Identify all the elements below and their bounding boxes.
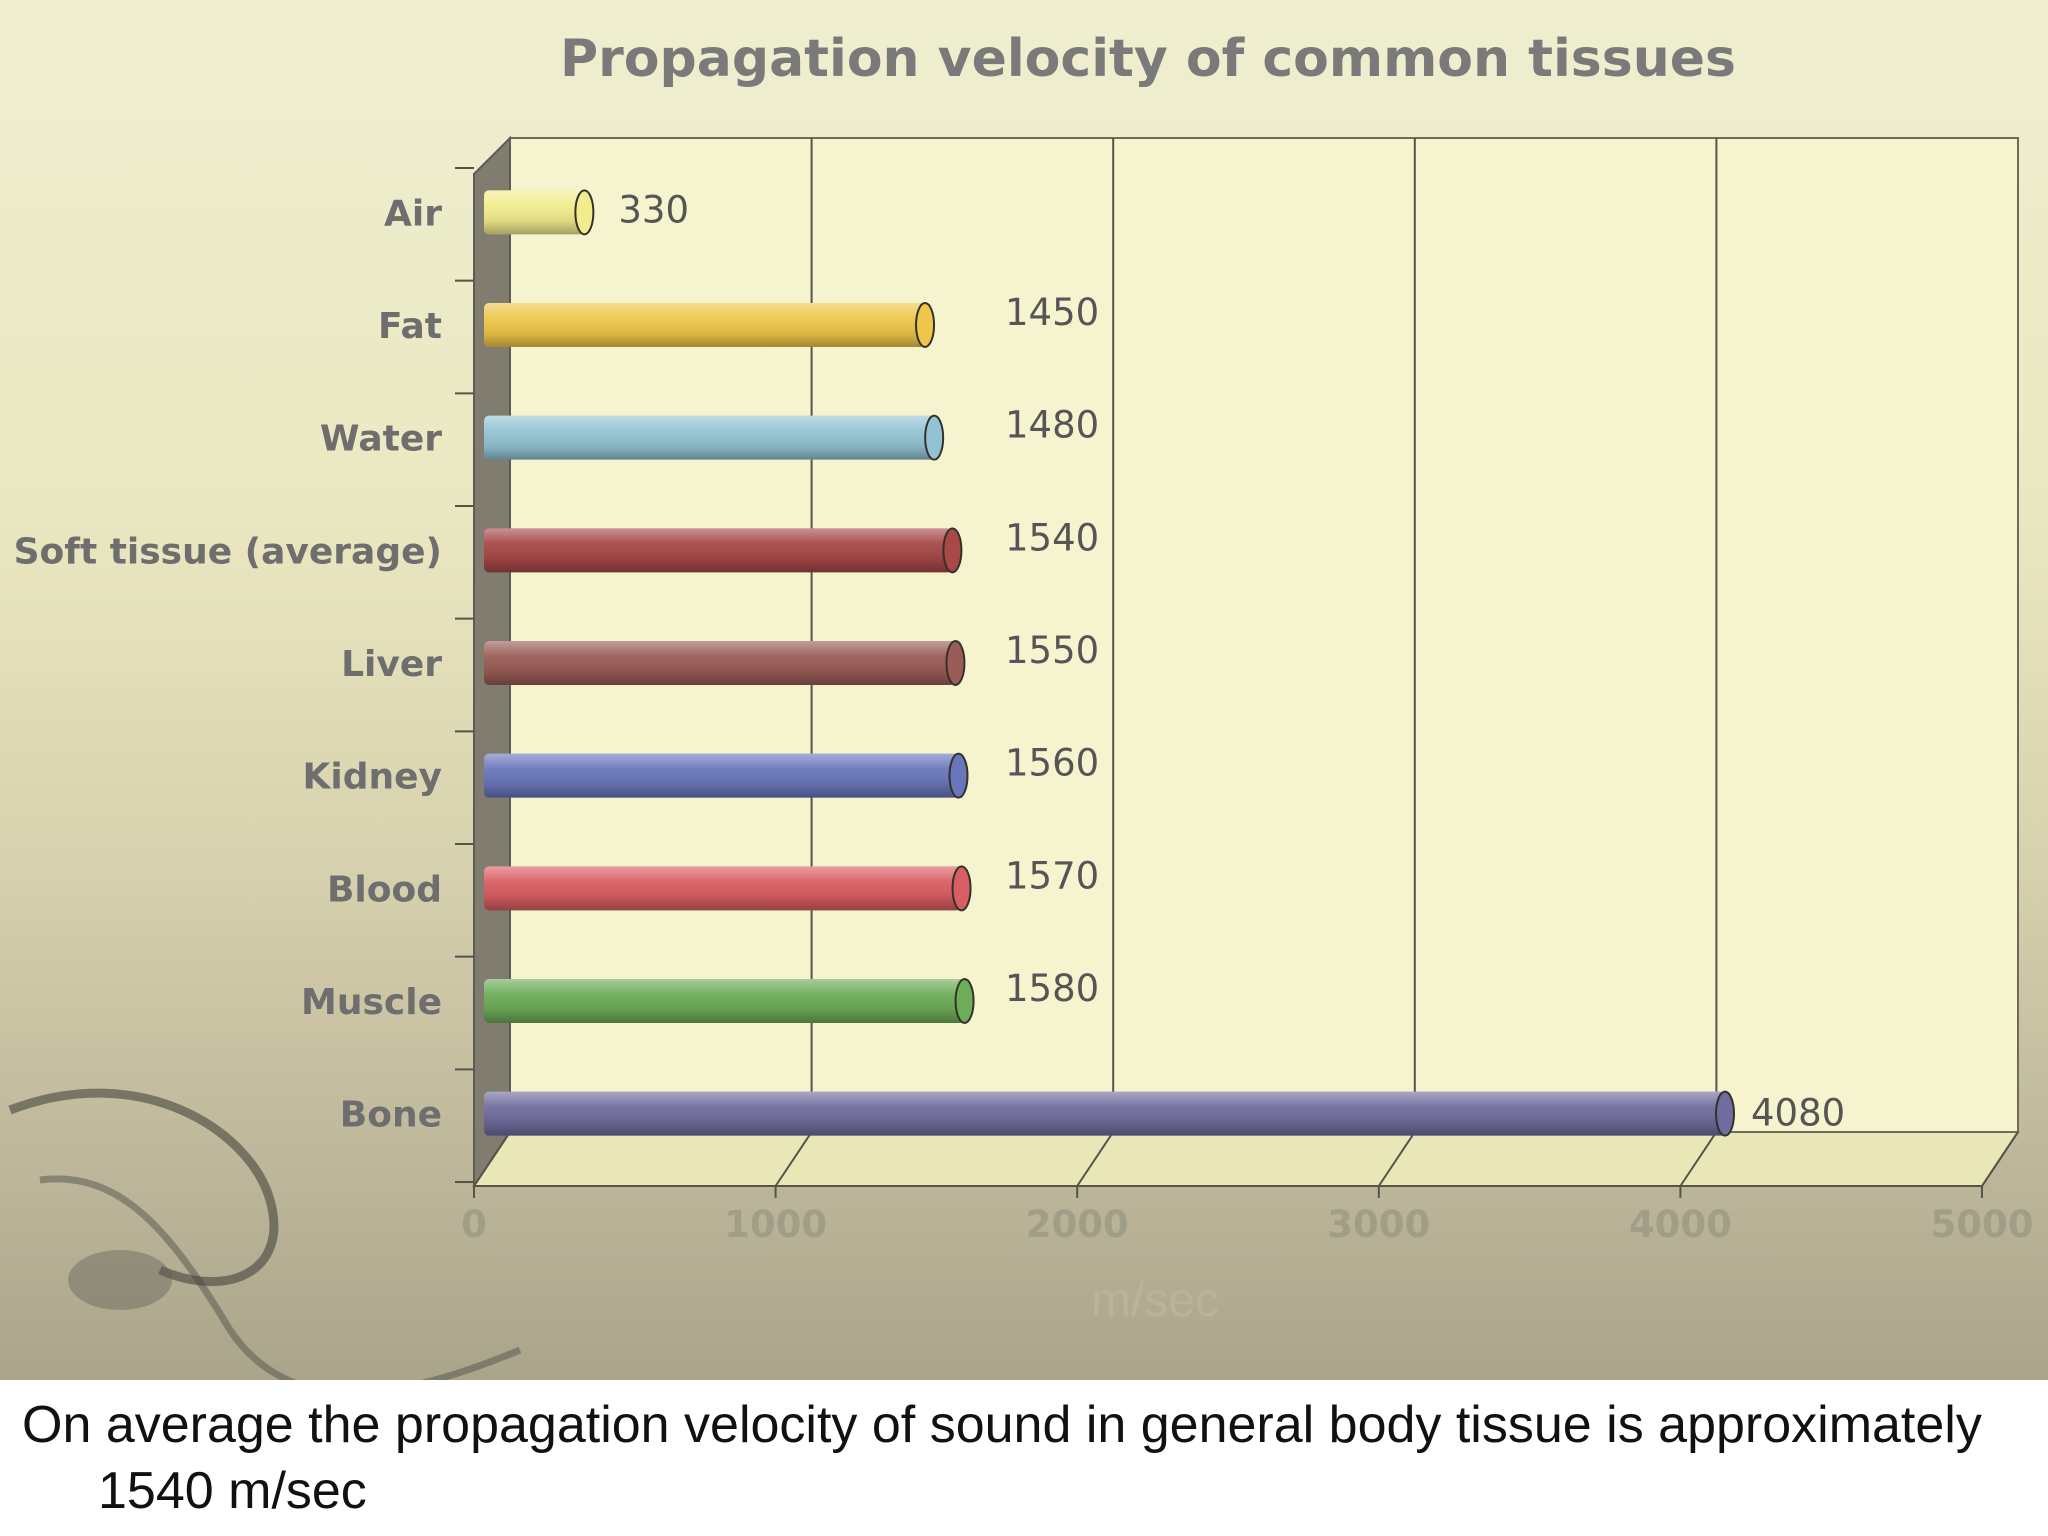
category-label: Bone [340, 1095, 442, 1136]
value-label: 1550 [1005, 629, 1099, 672]
bar-end-cap [954, 978, 975, 1024]
stethoscope-chestpiece [68, 1250, 172, 1310]
x-tick-label: 0 [461, 1203, 487, 1246]
value-label: 4080 [1751, 1092, 1845, 1135]
plot-floor [472, 1131, 2020, 1187]
floor-gridline [774, 1131, 813, 1187]
category-label: Muscle [301, 982, 442, 1023]
floor-gridline [1076, 1131, 1115, 1187]
bar-end-cap [924, 414, 945, 461]
value-label: 1540 [1005, 516, 1099, 559]
bar-shading [484, 641, 956, 685]
value-label: 1450 [1005, 291, 1099, 334]
bar-shading [484, 190, 585, 235]
stethoscope-tube [39, 1175, 522, 1380]
caption-area [0, 1380, 2048, 1536]
category-label: Water [320, 419, 442, 460]
floor-gridline [1679, 1131, 1718, 1187]
bar-shading [484, 528, 953, 573]
category-label: Liver [341, 644, 442, 685]
x-tick-label: 1000 [724, 1203, 827, 1246]
category-label: Soft tissue (average) [14, 531, 442, 572]
floor-gridline [473, 1131, 511, 1187]
bar-shading [484, 866, 962, 911]
category-label: Fat [378, 306, 442, 347]
value-label: 1570 [1005, 854, 1099, 897]
bar-shading [484, 979, 965, 1023]
x-tick-label: 2000 [1026, 1203, 1129, 1246]
bar-shading [484, 303, 926, 347]
bar-end-cap [942, 527, 963, 574]
bar-chart: 0 1000 2000 3000 4000 5000 m/sec Propagation ve… [8, 29, 2034, 1380]
category-label: Kidney [302, 757, 442, 798]
bar-shading [484, 415, 935, 460]
bar-shading [484, 1091, 1725, 1136]
caption-text: On average the propagation velocity of s… [22, 1396, 1982, 1520]
bar-end-cap [945, 640, 966, 686]
chart-title: Propagation velocity of common tissues [560, 29, 1736, 89]
bar-end-cap [951, 865, 972, 912]
floor-gridline [1377, 1131, 1416, 1187]
bar-end-cap [1715, 1090, 1735, 1137]
category-label: Blood [327, 869, 442, 910]
bar-end-cap [574, 189, 595, 236]
value-label: 330 [618, 188, 689, 231]
value-label: 1480 [1005, 404, 1099, 447]
bar-end-cap [915, 302, 936, 348]
bar-end-cap [948, 752, 969, 799]
category-label: Air [384, 193, 442, 234]
stethoscope-tube [8, 1088, 279, 1287]
floor-gridline [1981, 1131, 2019, 1187]
value-label: 1580 [1005, 967, 1099, 1010]
value-label: 1560 [1005, 742, 1099, 785]
x-tick-label: 4000 [1629, 1203, 1732, 1246]
x-tick-label: 5000 [1931, 1203, 2034, 1246]
bar-shading [484, 753, 959, 798]
x-axis-title: m/sec [1091, 1274, 1219, 1327]
x-tick-label: 3000 [1327, 1203, 1430, 1246]
